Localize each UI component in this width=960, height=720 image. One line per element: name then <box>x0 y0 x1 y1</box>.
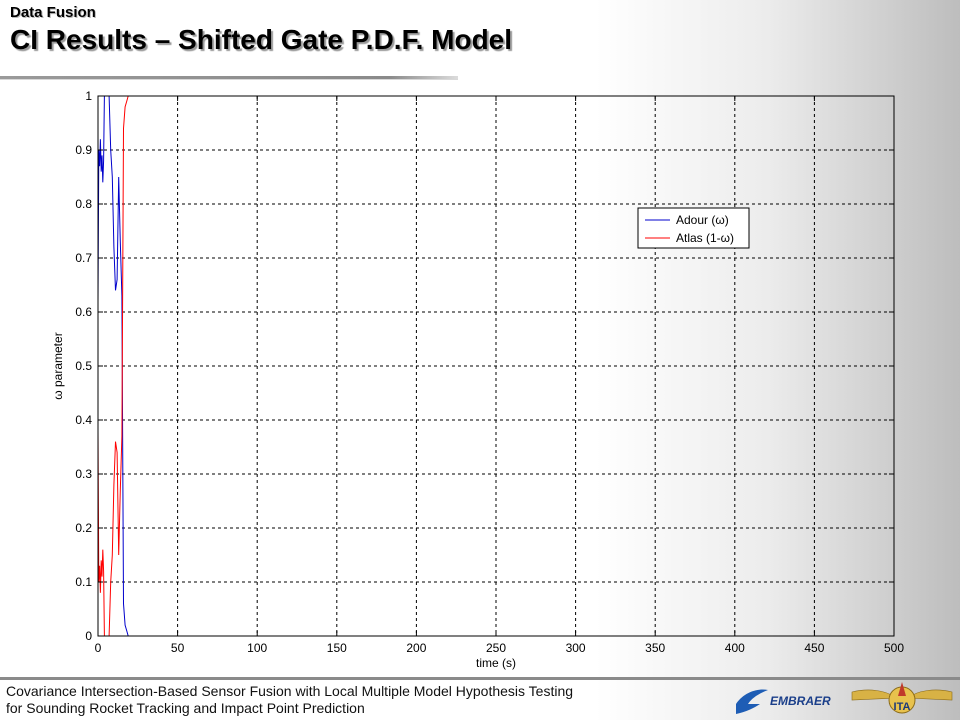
legend-label-atlas: Atlas (1-ω) <box>676 231 734 245</box>
y-tick-label: 0 <box>85 629 92 643</box>
y-tick-label: 0.8 <box>75 197 92 211</box>
slide-kicker: Data Fusion <box>10 4 96 21</box>
series-line-atlas <box>97 95 894 637</box>
tick-layer: 0 50 100 150 200 250 300 350 400 450 500 0 0.1 0.2 0.3… <box>75 89 904 655</box>
x-tick-label: 100 <box>247 641 267 655</box>
ita-logo-text: ITA <box>894 701 911 713</box>
x-tick-label: 300 <box>566 641 586 655</box>
x-tick-label: 500 <box>884 641 904 655</box>
footer-caption: Covariance Intersection-Based Sensor Fus… <box>6 683 573 717</box>
series-line-adour <box>97 95 894 637</box>
y-tick-label: 0.1 <box>75 575 92 589</box>
footer-rule <box>0 677 960 680</box>
slide-header: Data Fusion CI Results – Shifted Gate P.… <box>10 4 512 57</box>
y-tick-label: 0.2 <box>75 521 92 535</box>
embraer-swoosh-icon <box>736 689 768 714</box>
y-tick-label: 0.3 <box>75 467 92 481</box>
slide-title: CI Results – Shifted Gate P.D.F. Model <box>10 24 513 55</box>
y-tick-label: 0.7 <box>75 251 92 265</box>
footer-line-1: Covariance Intersection-Based Sensor Fus… <box>6 683 574 699</box>
x-tick-label: 450 <box>804 641 824 655</box>
x-tick-label: 250 <box>486 641 506 655</box>
x-axis-label: time (s) <box>476 656 516 670</box>
embraer-logo: EMBRAER <box>736 689 831 714</box>
rocket-icon <box>898 682 906 696</box>
legend-box <box>637 207 750 249</box>
omega-chart: 0 50 100 150 200 250 300 350 400 450 500 0 0.1 0.2 0.3… <box>51 89 904 670</box>
x-tick-label: 200 <box>406 641 426 655</box>
x-tick-label: 150 <box>327 641 347 655</box>
footer-line-2: for Sounding Rocket Tracking and Impact … <box>6 700 365 716</box>
title-underline <box>0 76 458 80</box>
grid-layer <box>98 96 894 636</box>
embraer-logo-text: EMBRAER <box>770 694 831 708</box>
y-tick-label: 0.6 <box>75 305 92 319</box>
y-axis-label: ω parameter <box>51 332 65 399</box>
ita-logo: ITA <box>851 682 953 714</box>
y-tick-label: 0.4 <box>75 413 92 427</box>
x-tick-label: 350 <box>645 641 665 655</box>
legend-label-adour: Adour (ω) <box>676 213 729 227</box>
y-tick-label: 1 <box>85 89 92 103</box>
series-layer <box>97 95 894 637</box>
x-tick-label: 50 <box>171 641 185 655</box>
y-tick-label: 0.5 <box>75 359 92 373</box>
chart-legend: Adour (ω) Atlas (1-ω) <box>637 207 750 249</box>
x-tick-label: 0 <box>95 641 102 655</box>
y-tick-label: 0.9 <box>75 143 92 157</box>
x-tick-label: 400 <box>725 641 745 655</box>
